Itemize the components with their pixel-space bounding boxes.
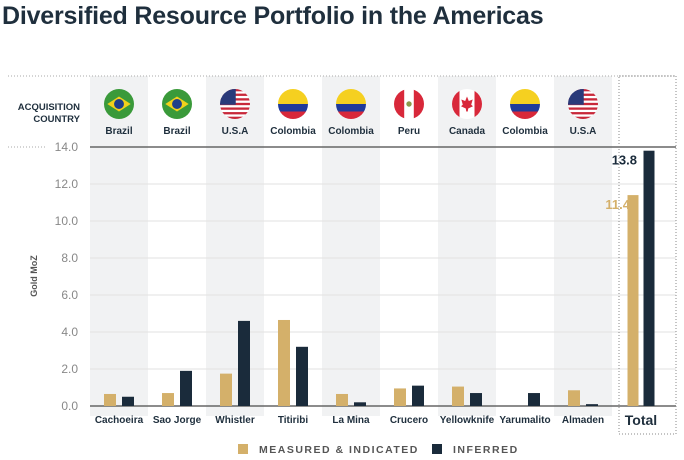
y-tick-label: 12.0	[55, 177, 79, 191]
y-tick-label: 14.0	[55, 140, 79, 154]
bar-inferred	[296, 346, 308, 406]
y-tick-label: 8.0	[61, 251, 78, 265]
total-box	[618, 75, 677, 435]
bar-measured-indicated	[394, 388, 406, 406]
colombia-flag-icon	[278, 89, 308, 119]
usa-flag-icon	[568, 89, 598, 119]
column-band	[90, 76, 148, 416]
legend-swatch-inferred	[432, 444, 442, 454]
legend-swatch-measured-indicated	[238, 444, 248, 454]
bar-inferred	[643, 150, 655, 406]
bar-measured-indicated	[336, 393, 348, 406]
canada-flag-icon	[452, 89, 482, 119]
x-tick-label: La Mina	[332, 415, 370, 426]
brazil-flag-icon	[104, 89, 134, 119]
x-tick-label: Crucero	[390, 415, 428, 426]
x-tick-label: Titiribi	[278, 415, 309, 426]
country-label: Canada	[449, 126, 486, 137]
x-tick-label: Almaden	[562, 415, 604, 426]
bar-measured-indicated	[627, 195, 639, 406]
bar-measured-indicated	[104, 393, 116, 406]
column-band	[554, 76, 612, 416]
colombia-flag-icon	[510, 89, 540, 119]
country-label: Colombia	[328, 126, 374, 137]
y-tick-label: 4.0	[61, 325, 78, 339]
x-tick-label: Total	[625, 412, 657, 428]
country-label: U.S.A	[570, 126, 597, 137]
bar-inferred	[586, 404, 598, 406]
acquisition-label-line2: COUNTRY	[33, 114, 80, 125]
country-label: U.S.A	[222, 126, 249, 137]
y-tick-label: 0.0	[61, 399, 78, 413]
data-label-total-inferred: 13.8	[612, 153, 637, 168]
brazil-flag-icon	[162, 89, 192, 119]
peru-flag-icon	[394, 89, 424, 119]
bar-measured-indicated	[278, 319, 290, 406]
country-label: Brazil	[163, 126, 190, 137]
bar-measured-indicated	[162, 393, 174, 406]
bar-inferred	[354, 402, 366, 406]
country-label: Brazil	[105, 126, 132, 137]
column-band	[322, 76, 380, 416]
bar-inferred	[238, 320, 250, 406]
chart-title: Diversified Resource Portfolio in the Am…	[2, 2, 544, 30]
x-tick-label: Cachoeira	[95, 415, 144, 426]
y-tick-label: 10.0	[55, 214, 79, 228]
legend-label-measured-indicated: MEASURED & INDICATED	[259, 444, 419, 456]
usa-flag-icon	[220, 89, 250, 119]
x-tick-label: Yarumalito	[499, 415, 550, 426]
legend-label-inferred: INFERRED	[453, 444, 519, 456]
x-tick-label: Whistler	[215, 415, 255, 426]
bar-measured-indicated	[452, 386, 464, 406]
country-label: Peru	[398, 126, 420, 137]
bar-inferred	[528, 393, 540, 406]
bar-measured-indicated	[220, 373, 232, 406]
bar-inferred	[180, 370, 192, 406]
country-label: Colombia	[502, 126, 548, 137]
y-axis-label: Gold MoZ	[29, 255, 39, 297]
x-tick-label: Sao Jorge	[153, 415, 202, 426]
y-tick-label: 6.0	[61, 288, 78, 302]
bar-inferred	[470, 393, 482, 406]
data-label-total-measured: 11.4	[605, 197, 630, 212]
bar-measured-indicated	[568, 390, 580, 406]
column-band	[438, 76, 496, 416]
country-label: Colombia	[270, 126, 316, 137]
y-tick-label: 2.0	[61, 362, 78, 376]
bar-inferred	[122, 396, 134, 406]
acquisition-label-line1: ACQUISITION	[18, 102, 80, 113]
x-tick-label: Yellowknife	[440, 415, 495, 426]
bar-inferred	[412, 385, 424, 406]
colombia-flag-icon	[336, 89, 366, 119]
column-band	[206, 76, 264, 416]
